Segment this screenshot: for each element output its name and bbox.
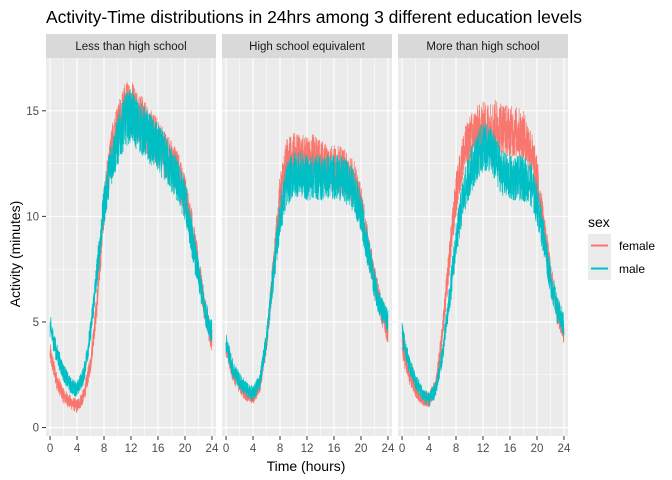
legend-item-male: male (588, 257, 645, 280)
trend-line-male (49, 114, 213, 391)
x-tick-label: 16 (328, 443, 341, 455)
x-tick-label: 4 (74, 443, 81, 455)
y-tick-label: 10 (26, 211, 39, 223)
x-tick-label: 0 (47, 443, 53, 455)
series-line-male (225, 150, 389, 402)
x-tick-label: 20 (531, 443, 544, 455)
legend-title: sex (588, 214, 610, 230)
x-tick-label: 12 (125, 443, 138, 455)
x-tick-label: 12 (301, 443, 314, 455)
legend-item-female: female (588, 234, 655, 257)
x-tick-label: 24 (382, 443, 395, 455)
x-tick-label: 4 (426, 443, 433, 455)
legend-items: female male (588, 234, 655, 280)
facet-more-than-high-school: More than high school 0 4 8 12 16 20 24 (398, 34, 571, 455)
y-tick-label: 0 (33, 423, 39, 435)
x-tick-label: 0 (399, 443, 405, 455)
x-tick-label: 8 (453, 443, 459, 455)
x-tick-label: 20 (355, 443, 368, 455)
legend-label-female: female (619, 239, 655, 253)
facet-strip (222, 34, 392, 58)
legend: sex female male (588, 214, 655, 280)
x-tick-label: 8 (101, 443, 107, 455)
x-tick-label: 24 (558, 443, 571, 455)
facet-strip-label: High school equivalent (249, 41, 366, 53)
facet-strip (398, 34, 568, 58)
y-tick-label: 5 (33, 317, 39, 329)
x-tick-label: 16 (504, 443, 517, 455)
y-axis: 0 5 10 15 (26, 106, 46, 435)
x-tick-label: 12 (477, 443, 490, 455)
legend-label-male: male (619, 262, 645, 276)
x-axis-title: Time (hours) (267, 458, 346, 474)
x-tick-label: 0 (223, 443, 229, 455)
facet-strip-label: More than high school (426, 41, 539, 53)
x-tick-label: 16 (152, 443, 165, 455)
x-tick-label: 4 (250, 443, 257, 455)
facet-strip (46, 34, 216, 58)
chart-title: Activity-Time distributions in 24hrs amo… (46, 7, 582, 27)
facet-high-school-equivalent: High school equivalent 0 4 8 12 16 20 24 (222, 34, 395, 455)
x-tick-label: 24 (206, 443, 219, 455)
y-axis-title: Activity (minutes) (7, 201, 23, 308)
series-line-male (49, 89, 213, 397)
trend-line-male (225, 173, 389, 395)
trend-line-male (401, 145, 565, 402)
x-tick-label: 8 (277, 443, 283, 455)
facet-less-than-high-school: Less than high school 0 4 8 12 16 20 24 (46, 34, 219, 455)
y-tick-label: 15 (26, 106, 39, 118)
facet-strip-label: Less than high school (75, 41, 186, 53)
x-tick-label: 20 (179, 443, 192, 455)
